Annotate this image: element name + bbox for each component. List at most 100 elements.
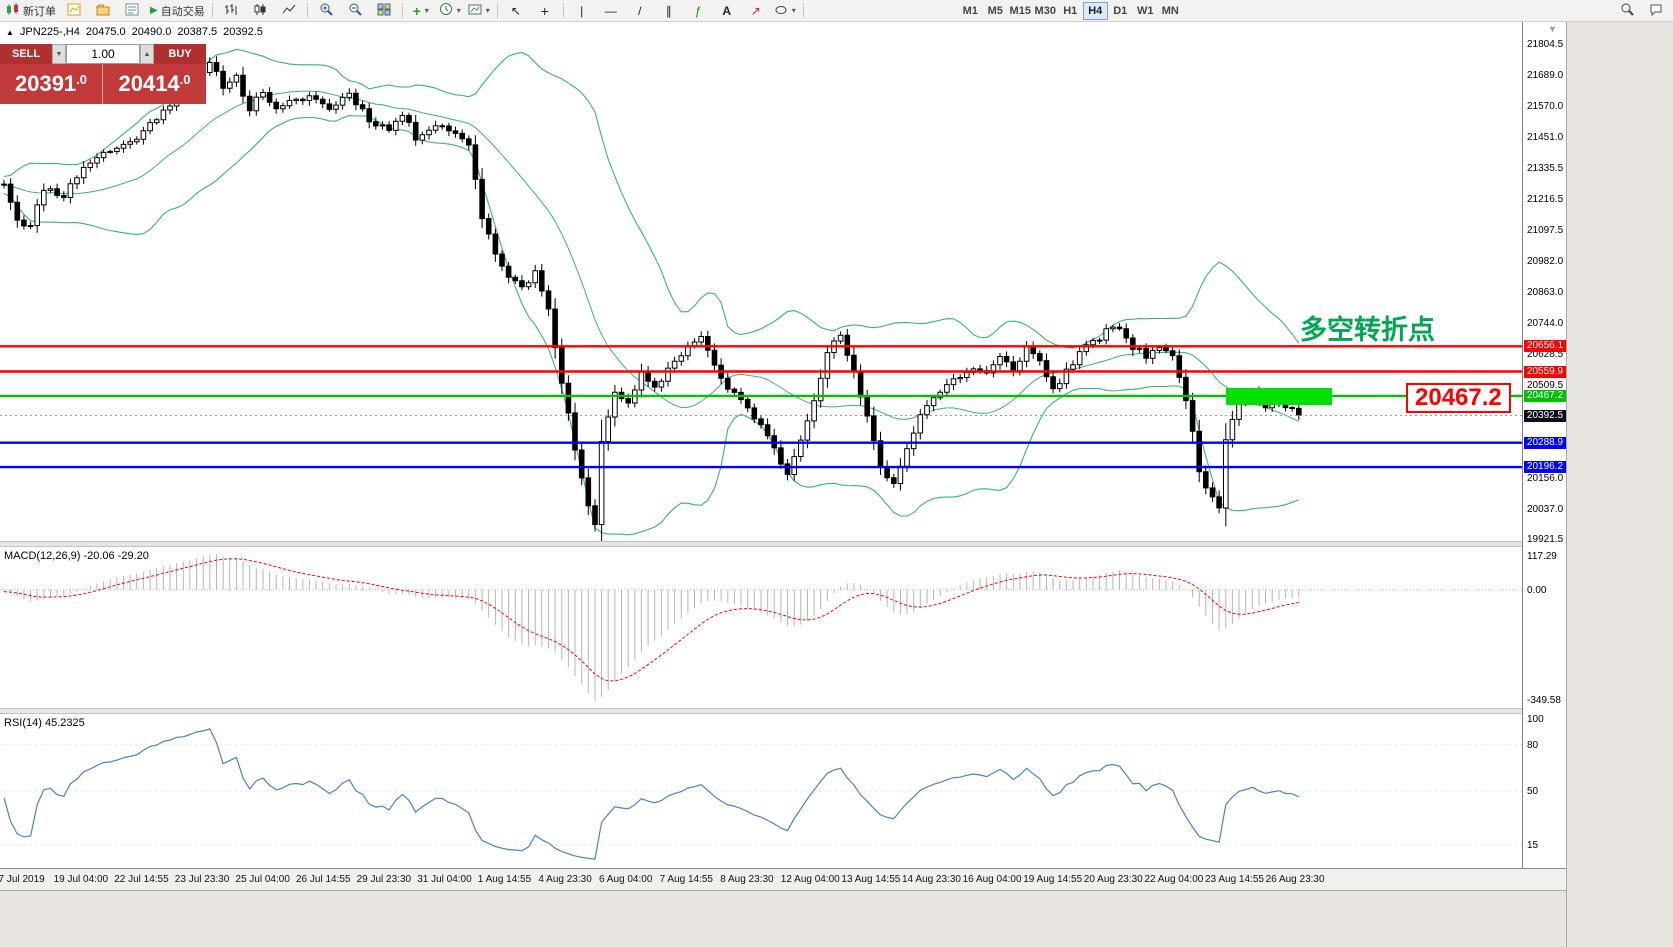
price-axis[interactable]: 21804.5 21689.0 21570.0 21451.0 21335.5 21216…: [1522, 22, 1566, 868]
time-axis-label: 7 Aug 14:55: [659, 874, 713, 885]
time-axis-label: 14 Aug 23:30: [902, 874, 961, 885]
timeframe-w1[interactable]: W1: [1137, 4, 1154, 17]
turning-point-annotation[interactable]: 多空转折点: [1300, 315, 1435, 345]
time-axis[interactable]: 17 Jul 2019 19 Jul 04:00 22 Jul 14:55 23 Ju…: [0, 868, 1566, 890]
rsi-indicator-label: RSI(14) 45.2325: [4, 717, 85, 729]
cursor-icon: ↖: [510, 3, 521, 18]
panel-divider-macd[interactable]: [0, 541, 1566, 547]
time-axis-label: 23 Jul 23:30: [174, 874, 230, 885]
timeframe-m15[interactable]: M15: [1009, 4, 1031, 17]
line-chart-button[interactable]: [275, 1, 303, 21]
timeframe-h4[interactable]: H4: [1082, 1, 1108, 20]
buy-price-frac: .0: [179, 71, 191, 87]
shapes-button[interactable]: ▾: [771, 1, 799, 21]
candlestick-chart-button[interactable]: [246, 1, 274, 21]
toolbar-separator: [401, 3, 403, 18]
arrows-button[interactable]: ↗: [742, 1, 770, 21]
timeframe-m30[interactable]: M30: [1034, 4, 1056, 17]
horizontal-line-button[interactable]: —: [597, 1, 625, 21]
one-click-collapse-icon[interactable]: ▲: [6, 27, 14, 37]
sell-price-frac: .0: [76, 71, 88, 87]
price-tick: 20628.5: [1527, 348, 1564, 360]
rsi-axis-tick: 50: [1527, 786, 1539, 797]
price-line-badge: 20467.2: [1524, 389, 1566, 402]
new-chart-button[interactable]: [60, 1, 88, 21]
price-tick: 20744.0: [1527, 318, 1564, 330]
indicators-button[interactable]: + ▾: [407, 1, 435, 21]
profiles-button[interactable]: [89, 1, 117, 21]
fibonacci-button[interactable]: ƒ: [684, 1, 712, 21]
search-button[interactable]: [1613, 1, 1641, 21]
chart-shift-marker[interactable]: ▼: [1548, 24, 1557, 34]
sell-price-main: 20391: [14, 71, 77, 96]
text-tool-icon: A: [722, 3, 732, 18]
templates-button[interactable]: ▾: [465, 1, 493, 21]
vertical-line-button[interactable]: |: [568, 1, 596, 21]
chat-button[interactable]: [1642, 1, 1670, 21]
rsi-panel[interactable]: [0, 714, 1522, 868]
time-axis-label: 17 Jul 2019: [0, 874, 45, 885]
periods-icon: [439, 2, 453, 19]
chevron-down-icon: ▾: [424, 6, 429, 15]
highlight-rectangle[interactable]: [1226, 387, 1332, 405]
toolbar: 新订单 ▶ 自动交易 + ▾ ▾ ▾ ↖ + | — / ∥ ƒ A ↗ ▾ M1…: [0, 0, 1673, 22]
templates-icon: [468, 3, 482, 19]
zoom-in-button[interactable]: [312, 1, 340, 21]
ohlc-low: 20387.5: [177, 26, 218, 38]
periods-button[interactable]: ▾: [436, 1, 464, 21]
timeframe-mn[interactable]: MN: [1161, 4, 1179, 17]
price-tick: 19921.5: [1527, 534, 1564, 546]
sell-price[interactable]: 20391.0: [0, 64, 103, 104]
zoom-in-icon: [319, 2, 333, 19]
timeframe-m1[interactable]: M1: [962, 4, 978, 17]
toolbar-separator: [211, 3, 213, 18]
price-line-badge: 20559.9: [1524, 365, 1566, 378]
one-click-trading-panel: SELL ▼ ▲ BUY 20391.0 20414.0: [0, 44, 206, 104]
macd-axis-max: 117.29: [1527, 551, 1557, 562]
ohlc-close: 20392.5: [223, 26, 263, 38]
price-tick: 21570.0: [1527, 101, 1564, 113]
ohlc-high: 20490.0: [131, 26, 172, 38]
market-watch-button[interactable]: [118, 1, 146, 21]
price-line-badge: 20288.9: [1524, 436, 1566, 449]
sell-button[interactable]: SELL: [0, 44, 52, 64]
bar-chart-button[interactable]: [217, 1, 245, 21]
timeframe-h1[interactable]: H1: [1063, 4, 1078, 17]
toolbar-separator: [802, 3, 804, 18]
crosshair-button[interactable]: +: [531, 1, 559, 21]
macd-panel[interactable]: [0, 547, 1522, 708]
tile-windows-button[interactable]: [370, 1, 398, 21]
time-axis-label: 26 Jul 14:55: [296, 874, 351, 885]
price-callout-label[interactable]: 20467.2: [1406, 383, 1511, 413]
zoom-out-icon: [348, 2, 362, 19]
timeframe-d1[interactable]: D1: [1113, 4, 1128, 17]
zoom-out-button[interactable]: [341, 1, 369, 21]
cursor-button[interactable]: ↖: [502, 1, 530, 21]
volume-increase-button[interactable]: ▲: [140, 44, 154, 64]
panel-divider-rsi[interactable]: [0, 708, 1566, 714]
buy-price[interactable]: 20414.0: [103, 64, 206, 104]
toolbar-separator: [496, 3, 498, 18]
time-axis-label: 31 Jul 04:00: [417, 874, 472, 885]
search-icon: [1620, 2, 1634, 19]
volume-input[interactable]: [66, 44, 140, 64]
volume-decrease-button[interactable]: ▼: [52, 44, 66, 64]
timeframe-m5[interactable]: M5: [987, 4, 1003, 17]
price-tick: 20982.0: [1527, 255, 1564, 267]
time-axis-label: 25 Jul 04:00: [235, 874, 290, 885]
price-tick: 21451.0: [1527, 132, 1564, 144]
new-order-button[interactable]: 新订单: [3, 1, 59, 21]
chevron-down-icon: ▾: [485, 6, 490, 15]
indicators-icon: +: [412, 2, 421, 19]
vertical-line-icon: |: [580, 3, 584, 18]
autotrading-button[interactable]: ▶ 自动交易: [147, 1, 208, 21]
trendline-button[interactable]: /: [626, 1, 654, 21]
buy-button[interactable]: BUY: [154, 44, 206, 64]
text-button[interactable]: A: [713, 1, 741, 21]
price-line-badge: 20656.1: [1524, 340, 1566, 353]
autotrading-label: 自动交易: [160, 5, 205, 18]
rsi-axis-tick: 15: [1527, 839, 1539, 851]
main-chart[interactable]: [0, 22, 1522, 541]
channel-button[interactable]: ∥: [655, 1, 683, 21]
rsi-axis-tick: 100: [1527, 714, 1544, 725]
